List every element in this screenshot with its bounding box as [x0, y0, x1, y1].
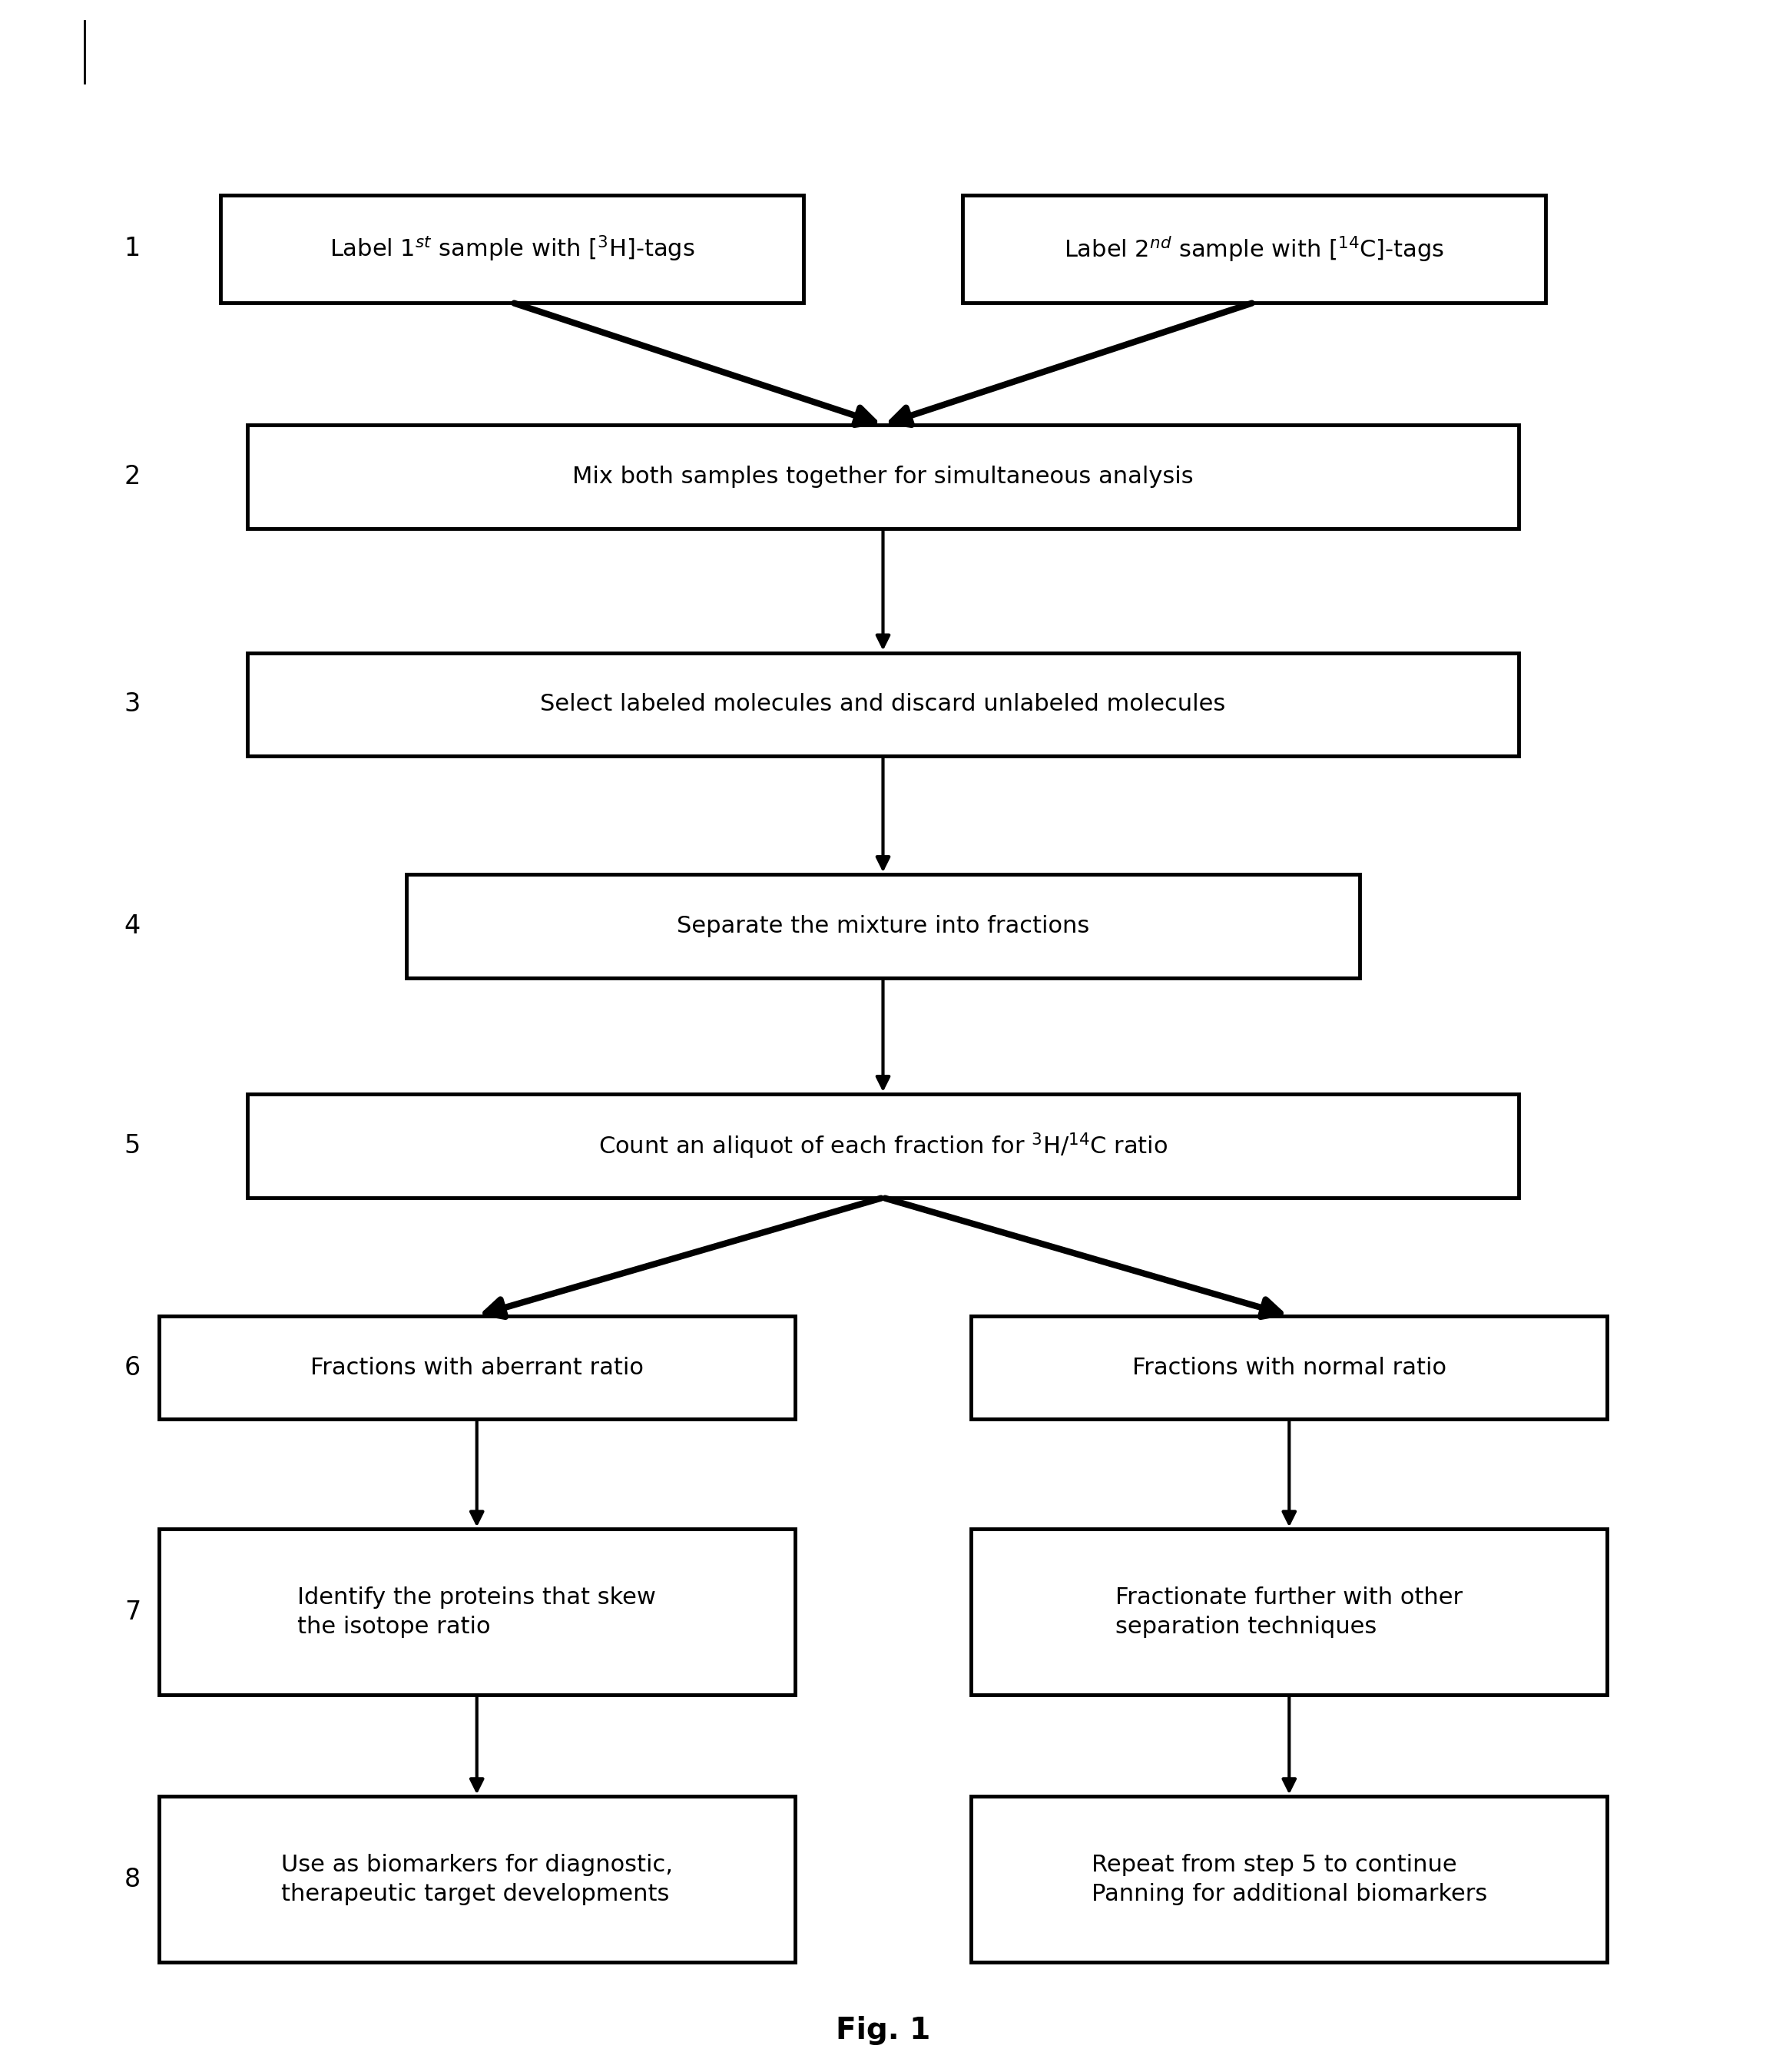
- Bar: [159, 1316, 795, 1419]
- Bar: [247, 1094, 1519, 1198]
- Text: Count an aliquot of each fraction for $^{3}$H/$^{14}$C ratio: Count an aliquot of each fraction for $^…: [599, 1131, 1167, 1160]
- Text: Select labeled molecules and discard unlabeled molecules: Select labeled molecules and discard unl…: [540, 694, 1226, 715]
- Text: 4: 4: [124, 914, 141, 939]
- Bar: [971, 1796, 1607, 1962]
- Bar: [221, 195, 804, 303]
- Bar: [159, 1529, 795, 1695]
- Text: 5: 5: [124, 1133, 141, 1158]
- Text: 7: 7: [124, 1600, 141, 1624]
- Bar: [247, 425, 1519, 528]
- Text: 2: 2: [124, 464, 141, 489]
- Bar: [159, 1796, 795, 1962]
- Text: Fractionate further with other
separation techniques: Fractionate further with other separatio…: [1116, 1587, 1462, 1637]
- Bar: [406, 874, 1360, 978]
- Text: Fractions with aberrant ratio: Fractions with aberrant ratio: [311, 1357, 643, 1378]
- Text: Use as biomarkers for diagnostic,
therapeutic target developments: Use as biomarkers for diagnostic, therap…: [281, 1854, 673, 1904]
- Bar: [247, 653, 1519, 756]
- Text: Fractions with normal ratio: Fractions with normal ratio: [1132, 1357, 1446, 1378]
- Text: 1: 1: [124, 236, 141, 261]
- Text: 8: 8: [124, 1867, 141, 1892]
- Text: Separate the mixture into fractions: Separate the mixture into fractions: [676, 916, 1090, 937]
- Text: Repeat from step 5 to continue
Panning for additional biomarkers: Repeat from step 5 to continue Panning f…: [1091, 1854, 1487, 1904]
- Bar: [962, 195, 1545, 303]
- Text: Mix both samples together for simultaneous analysis: Mix both samples together for simultaneo…: [572, 466, 1194, 487]
- Text: 6: 6: [124, 1355, 141, 1380]
- Text: Identify the proteins that skew
the isotope ratio: Identify the proteins that skew the isot…: [297, 1587, 657, 1637]
- Text: Fig. 1: Fig. 1: [835, 2016, 931, 2045]
- Text: 3: 3: [124, 692, 141, 717]
- Bar: [971, 1316, 1607, 1419]
- Text: Label 1$^{st}$ sample with [$^{3}$H]-tags: Label 1$^{st}$ sample with [$^{3}$H]-tag…: [330, 234, 694, 263]
- Text: Label 2$^{nd}$ sample with [$^{14}$C]-tags: Label 2$^{nd}$ sample with [$^{14}$C]-ta…: [1063, 234, 1445, 263]
- Bar: [971, 1529, 1607, 1695]
